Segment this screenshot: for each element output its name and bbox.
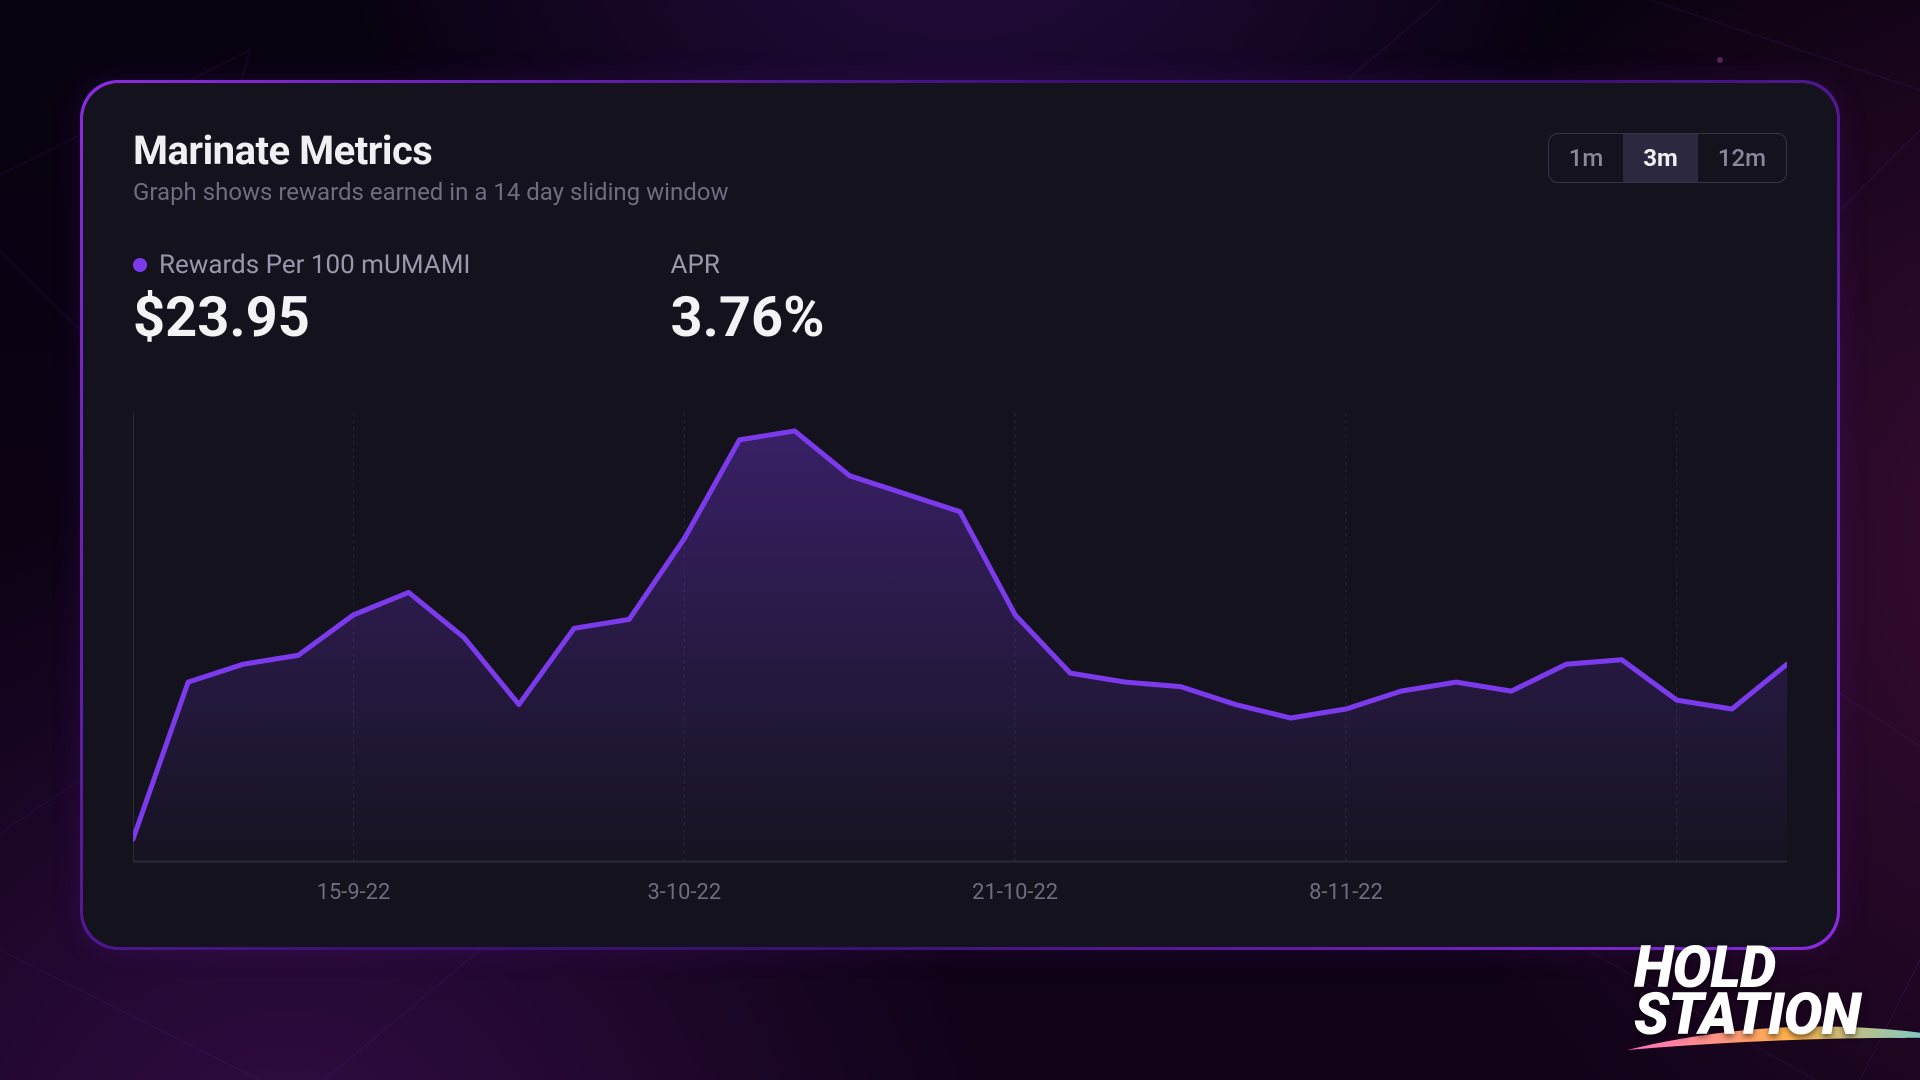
metric-rewards-value: $23.95 xyxy=(133,284,470,350)
svg-text:3-10-22: 3-10-22 xyxy=(648,880,722,905)
metric-apr-value: 3.76% xyxy=(670,284,824,350)
logo-line2-row: STATION xyxy=(1634,992,1860,1040)
metric-rewards-label-row: Rewards Per 100 mUMAMI xyxy=(133,250,470,280)
time-range-selector: 1m 3m 12m xyxy=(1548,133,1787,183)
card-border: Marinate Metrics Graph shows rewards ear… xyxy=(80,80,1840,950)
svg-text:8-11-22: 8-11-22 xyxy=(1309,880,1383,905)
range-12m-button[interactable]: 12m xyxy=(1698,134,1786,182)
metric-apr-label: APR xyxy=(670,250,719,280)
metric-rewards-label: Rewards Per 100 mUMAMI xyxy=(159,250,470,280)
series-dot-icon xyxy=(133,258,147,272)
range-1m-button[interactable]: 1m xyxy=(1549,134,1624,182)
metric-apr: APR 3.76% xyxy=(670,250,824,350)
metrics-card: Marinate Metrics Graph shows rewards ear… xyxy=(83,83,1837,947)
card-subtitle: Graph shows rewards earned in a 14 day s… xyxy=(133,178,728,206)
metrics-row: Rewards Per 100 mUMAMI $23.95 APR 3.76% xyxy=(133,250,1787,350)
card-title: Marinate Metrics xyxy=(133,127,728,174)
card-header: Marinate Metrics Graph shows rewards ear… xyxy=(133,127,1787,206)
range-3m-button[interactable]: 3m xyxy=(1623,134,1698,182)
holdstation-logo: HOLD STATION xyxy=(1634,945,1860,1040)
metric-rewards: Rewards Per 100 mUMAMI $23.95 xyxy=(133,250,470,350)
rewards-area-chart: 15-9-22 3-10-22 21-10-22 8-11-22 xyxy=(133,413,1787,917)
title-block: Marinate Metrics Graph shows rewards ear… xyxy=(133,127,728,206)
chart-container: 15-9-22 3-10-22 21-10-22 8-11-22 xyxy=(133,413,1787,917)
svg-text:21-10-22: 21-10-22 xyxy=(972,880,1058,905)
logo-line2: STATION xyxy=(1634,981,1860,1049)
svg-text:15-9-22: 15-9-22 xyxy=(317,880,391,905)
metric-apr-label-row: APR xyxy=(670,250,824,280)
